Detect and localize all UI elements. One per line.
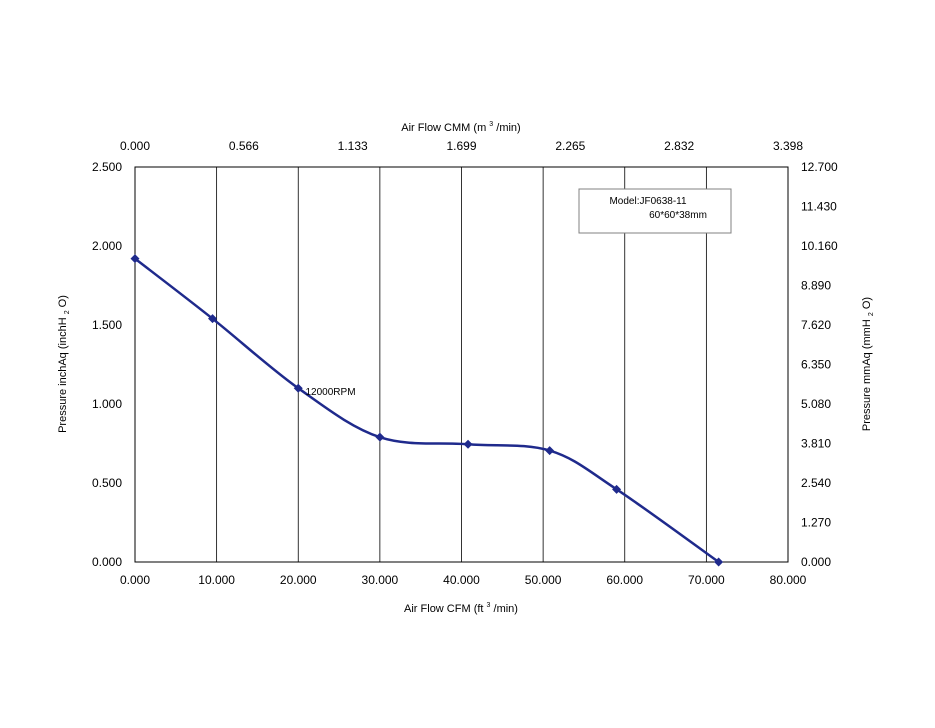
right-tick-label: 8.890 — [801, 279, 831, 293]
legend-frame — [578, 188, 732, 234]
bottom-tick-label: 30.000 — [362, 573, 399, 587]
left-tick-label: 1.000 — [92, 397, 122, 411]
right-tick-label: 5.080 — [801, 397, 831, 411]
right-y-axis-title: Pressure mmAq (mmH 2 O) — [861, 297, 876, 431]
legend-size-text: 60*60*38mm — [649, 210, 707, 221]
data-point-marker — [208, 314, 218, 324]
top-x-axis-title: Air Flow CMM (m 3 /min) — [401, 117, 520, 134]
left-tick-label: 1.500 — [92, 318, 122, 332]
right-tick-label: 6.350 — [801, 358, 831, 372]
top-tick-label: 1.133 — [338, 139, 368, 153]
series-line-12000rpm — [134, 257, 720, 564]
data-point-marker — [714, 557, 724, 567]
bottom-tick-label: 60.000 — [606, 573, 643, 587]
right-tick-label: 12.700 — [801, 160, 838, 174]
left-tick-label: 2.500 — [92, 160, 122, 174]
bottom-tick-label: 50.000 — [525, 573, 562, 587]
bottom-tick-label: 10.000 — [198, 573, 235, 587]
legend-box: Model:JF0638-11 60*60*38mm — [578, 188, 732, 234]
left-y-axis-title: Pressure inchAq (inchH 2 O) — [57, 295, 72, 433]
data-point-marker — [545, 446, 555, 456]
top-tick-label: 2.832 — [664, 139, 694, 153]
right-tick-label: 2.540 — [801, 476, 831, 490]
data-point-marker — [293, 383, 303, 393]
bottom-tick-label: 80.000 — [770, 573, 807, 587]
right-y-tick-labels: 0.000 1.270 2.540 3.810 5.080 6.350 7.620 8.890… — [801, 160, 838, 569]
data-point-marker — [612, 484, 622, 494]
left-y-tick-labels: 0.000 0.500 1.000 1.500 2.000 2.500 — [92, 160, 122, 569]
top-tick-label: 1.699 — [446, 139, 476, 153]
bottom-x-axis-title: Air Flow CFM (ft 3 /min) — [404, 598, 518, 615]
left-tick-label: 2.000 — [92, 239, 122, 253]
right-tick-label: 10.160 — [801, 239, 838, 253]
data-point-marker — [130, 254, 140, 264]
right-tick-label: 1.270 — [801, 516, 831, 530]
series-markers — [130, 254, 724, 567]
right-tick-label: 11.430 — [801, 200, 837, 214]
right-tick-label: 3.810 — [801, 437, 831, 451]
data-point-marker — [375, 432, 385, 442]
top-x-tick-labels: 0.000 0.566 1.133 1.699 2.265 2.832 3.398 — [120, 139, 803, 153]
bottom-tick-label: 0.000 — [120, 573, 150, 587]
top-tick-label: 0.000 — [120, 139, 150, 153]
bottom-tick-label: 40.000 — [443, 573, 480, 587]
left-tick-label: 0.000 — [92, 555, 122, 569]
legend-model-text: Model:JF0638-11 — [609, 196, 687, 207]
bottom-x-tick-labels: 0.000 10.000 20.000 30.000 40.000 50.000 60.00… — [120, 573, 807, 587]
top-tick-label: 0.566 — [229, 139, 259, 153]
top-tick-label: 2.265 — [555, 139, 585, 153]
bottom-tick-label: 70.000 — [688, 573, 725, 587]
right-tick-label: 7.620 — [801, 318, 831, 332]
top-tick-label: 3.398 — [773, 139, 803, 153]
bottom-tick-label: 20.000 — [280, 573, 317, 587]
series-label-12000rpm: 12000RPM — [306, 387, 356, 398]
left-tick-label: 0.500 — [92, 476, 122, 490]
data-point-marker — [463, 439, 473, 449]
right-tick-label: 0.000 — [801, 555, 831, 569]
